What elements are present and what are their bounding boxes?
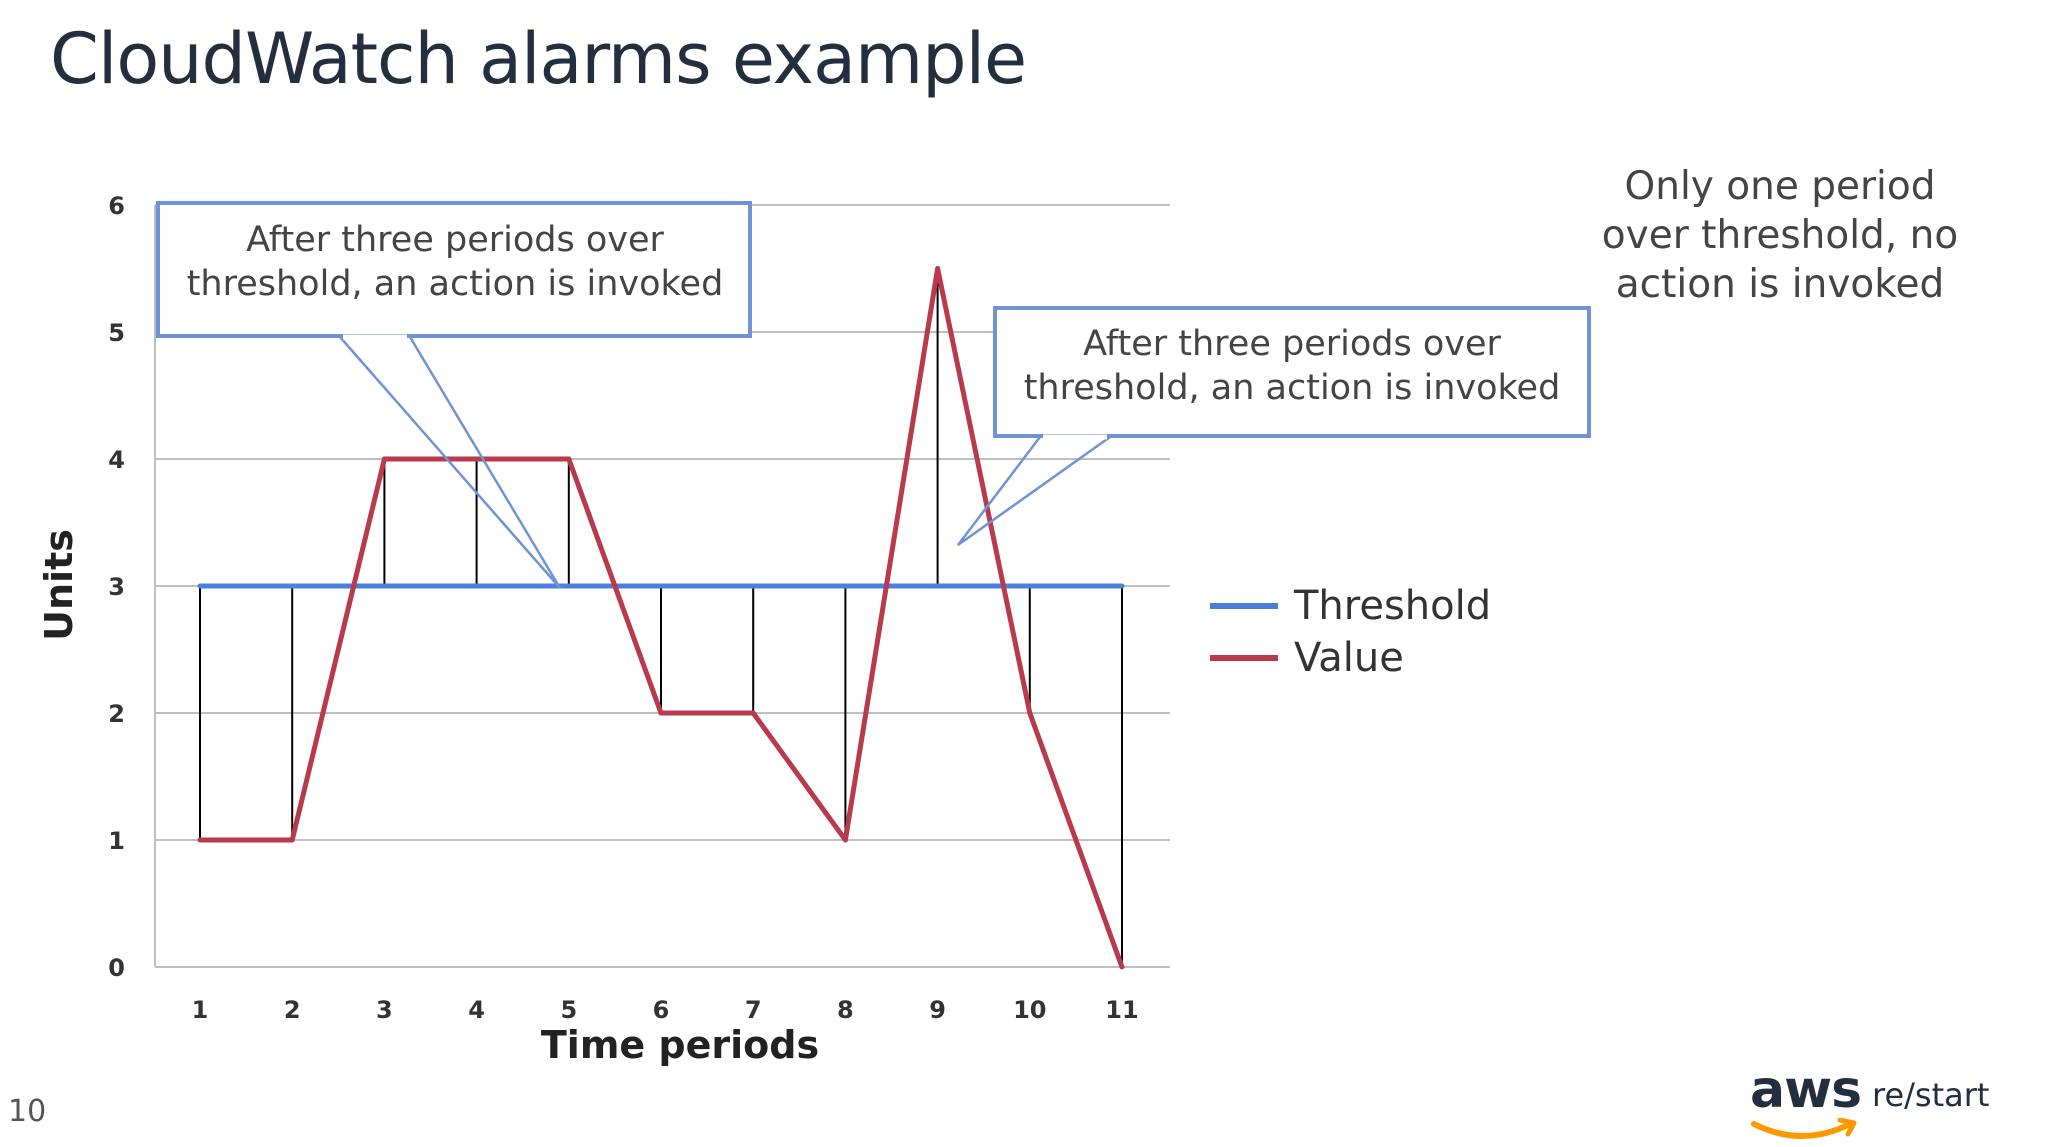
threshold-line-point [474, 583, 480, 589]
value-line-point [474, 456, 480, 462]
value-line-point [750, 710, 756, 716]
callout-right-box [993, 306, 1591, 438]
drop-lines [199, 268, 1123, 967]
x-tick-label: 8 [837, 996, 854, 1024]
threshold-line-point [842, 583, 848, 589]
value-line-point [289, 837, 295, 843]
threshold-line-point [381, 583, 387, 589]
value-line-point [197, 837, 203, 843]
value-line-point [842, 837, 848, 843]
single-period-note: Only one period over threshold, no actio… [1570, 162, 1990, 309]
value-line-point [1027, 710, 1033, 716]
value-line-point [658, 710, 664, 716]
callout-left-line2: threshold, an action is invoked [186, 264, 724, 304]
threshold-line-point [1119, 583, 1125, 589]
y-tick-label: 1 [108, 827, 125, 855]
threshold-line-point [750, 583, 756, 589]
y-axis-label: Units [37, 529, 81, 641]
x-tick-label: 1 [192, 996, 209, 1024]
callout-right-line2: threshold, an action is invoked [1023, 368, 1561, 408]
y-tick-label: 5 [108, 319, 125, 347]
threshold-line-point [197, 583, 203, 589]
callout-right-pointer [957, 435, 1111, 547]
aws-smile-icon [1751, 1118, 1857, 1139]
value-line-point [381, 456, 387, 462]
x-tick-label: 2 [284, 996, 301, 1024]
note-line3: action is invoked [1615, 262, 1945, 307]
x-tick-label: 11 [1105, 996, 1138, 1024]
legend: Threshold Value [1210, 580, 1491, 684]
y-tick-label: 6 [108, 192, 125, 220]
x-tick-label: 5 [560, 996, 577, 1024]
callout-left-line1: After three periods over [246, 220, 664, 260]
tick-layer: 0 1 2 3 4 5 6 1 2 3 4 5 6 7 8 9 10 11 [108, 192, 1138, 1024]
x-tick-label: 4 [468, 996, 485, 1024]
y-tick-label: 4 [108, 446, 125, 474]
x-axis-label: Time periods [541, 1023, 819, 1067]
slide-title: CloudWatch alarms example [50, 18, 1027, 100]
legend-label-value: Value [1294, 635, 1404, 681]
y-tick-label: 2 [108, 700, 125, 728]
callout-left-text: After three periods over threshold, an a… [160, 218, 750, 306]
y-tick-label: 0 [108, 954, 125, 982]
value-line-point [935, 266, 941, 271]
legend-item-threshold: Threshold [1210, 580, 1491, 632]
value-line-point [1119, 964, 1125, 970]
threshold-line-point [566, 583, 572, 589]
threshold-line-point [289, 583, 295, 589]
callout-left-pointer [339, 336, 562, 589]
restart-text: re/start [1872, 1076, 1990, 1114]
value-line-point [566, 456, 572, 462]
note-line1: Only one period [1624, 164, 1936, 209]
page-number: 10 [8, 1094, 47, 1129]
threshold-line-point [658, 583, 664, 589]
callout-right-text: After three periods over threshold, an a… [996, 322, 1588, 410]
legend-swatch-threshold [1210, 603, 1278, 609]
callout-left-box [156, 201, 752, 338]
legend-swatch-value [1210, 655, 1278, 661]
threshold-line-point [1027, 583, 1033, 589]
x-tick-label: 3 [376, 996, 393, 1024]
x-tick-label: 6 [653, 996, 670, 1024]
legend-label-threshold: Threshold [1294, 583, 1492, 629]
x-tick-label: 7 [745, 996, 762, 1024]
y-tick-label: 3 [108, 573, 125, 601]
aws-logo-text: aws [1750, 1060, 1862, 1120]
note-line2: over threshold, no [1601, 213, 1959, 258]
x-tick-label: 9 [929, 996, 946, 1024]
callout-right-line1: After three periods over [1083, 324, 1501, 364]
legend-item-value: Value [1210, 632, 1491, 684]
threshold-line-point [935, 583, 941, 589]
callout-layer [156, 201, 1591, 589]
x-tick-label: 10 [1013, 996, 1046, 1024]
series-layer [197, 266, 1125, 970]
